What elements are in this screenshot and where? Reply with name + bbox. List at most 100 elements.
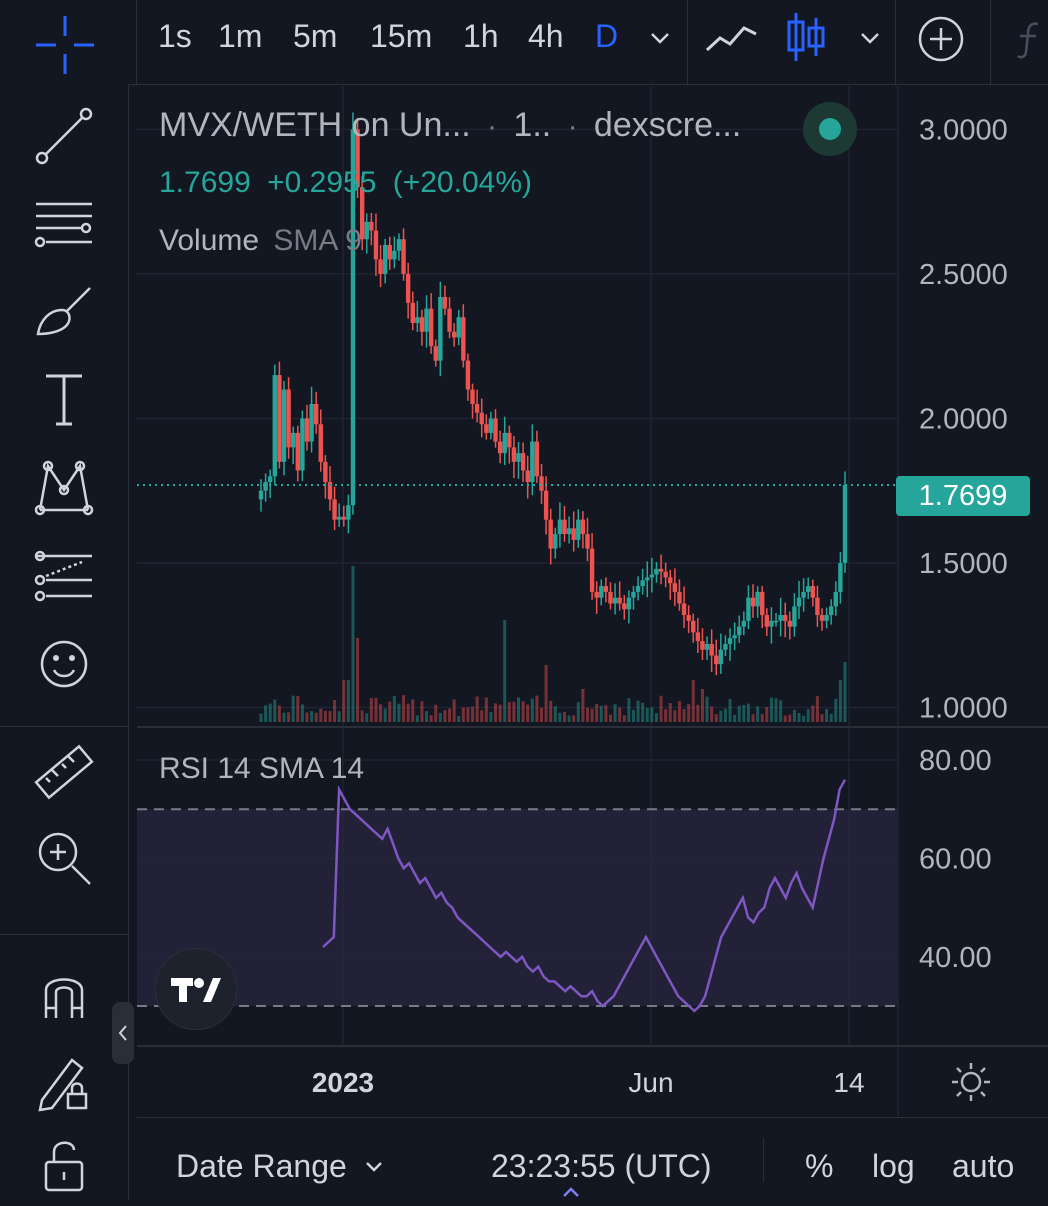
unlock-icon[interactable] (28, 1128, 100, 1200)
trend-line-icon[interactable] (28, 100, 100, 172)
timeframe-4h[interactable]: 4h (528, 18, 564, 54)
volume-bar (480, 710, 484, 722)
time-tick: Jun (628, 1067, 673, 1098)
tradingview-logo[interactable] (155, 948, 237, 1030)
volume-bar (300, 704, 304, 722)
top-toolbar: 1s 1m 5m 15m 1h 4h D (0, 0, 1048, 85)
lock-drawings-icon[interactable] (28, 1046, 100, 1118)
chart-area[interactable]: 3.0000 2.5000 2.0000 1.5000 1.0000 80.00 60.00… (137, 86, 1048, 1116)
volume-bar (765, 706, 769, 722)
volume-bar (811, 705, 815, 722)
utc-clock[interactable]: 23:23:55 (UTC) (491, 1148, 712, 1184)
text-icon[interactable] (28, 364, 100, 436)
volume-bar (305, 712, 309, 722)
timeframe-15m[interactable]: 15m (370, 18, 433, 54)
zoom-in-icon[interactable] (28, 822, 100, 894)
candle-body (497, 441, 503, 454)
add-indicator-icon[interactable] (916, 14, 966, 64)
candle-body (640, 580, 645, 587)
candle-body (277, 375, 282, 462)
magnet-icon[interactable] (28, 956, 100, 1028)
timeframe-d[interactable]: D (595, 18, 619, 54)
volume-bar (397, 703, 401, 722)
chevron-down-icon[interactable] (363, 1156, 385, 1178)
candle-body (387, 245, 392, 260)
candle-body (355, 129, 360, 188)
volume-bar (530, 698, 534, 722)
volume-bar (291, 695, 295, 722)
volume-bar (365, 713, 369, 722)
rsi-legend[interactable]: RSI 14 SMA 14 (159, 752, 364, 786)
candle-body (599, 586, 604, 598)
candle-body (686, 615, 691, 621)
candle-body (300, 418, 305, 471)
volume-bar (461, 707, 465, 722)
volume-bar (282, 712, 286, 722)
candle-body (760, 591, 765, 616)
fib-retracement-icon[interactable] (28, 188, 100, 260)
volume-bar (590, 708, 594, 722)
volume-bar (567, 715, 571, 722)
candle-body (267, 476, 273, 483)
log-toggle[interactable]: log (872, 1148, 915, 1184)
candle-body (336, 516, 342, 520)
pattern-icon[interactable] (28, 452, 100, 524)
date-range-button[interactable]: Date Range (176, 1148, 347, 1184)
volume-bar (526, 704, 530, 722)
volume-bar (677, 701, 681, 722)
settings-gear-icon[interactable] (949, 1060, 993, 1104)
candle-body (258, 490, 264, 500)
interval-label: 1.. (513, 106, 552, 144)
candle-body (654, 568, 659, 575)
volume-bar (521, 701, 525, 722)
chevron-down-icon[interactable] (858, 26, 882, 50)
price-legend: 1.7699 +0.2955 (+20.04%) (159, 166, 532, 200)
volume-bar (659, 695, 663, 722)
symbol-name: MVX/WETH on Un... (159, 106, 471, 144)
volume-bar (558, 712, 562, 722)
candle-body (787, 620, 793, 627)
volume-bar (728, 698, 732, 722)
candles-icon[interactable] (784, 10, 828, 64)
candle-body (516, 453, 521, 462)
volume-bar (654, 713, 658, 722)
volume-bar (475, 696, 479, 722)
timeframe-1m[interactable]: 1m (218, 18, 263, 54)
bottom-bar: Date Range 23:23:55 (UTC) % log auto (137, 1117, 1048, 1201)
line-chart-icon[interactable] (704, 18, 758, 58)
volume-bar (277, 705, 281, 722)
crosshair-icon[interactable] (30, 10, 100, 80)
candle-body (806, 586, 811, 592)
forecast-icon[interactable] (28, 540, 100, 612)
volume-bar (843, 662, 847, 722)
candle-body (677, 591, 682, 604)
brush-icon[interactable] (28, 276, 100, 348)
symbol-legend[interactable]: MVX/WETH on Un... · 1.. · dexscre... (159, 106, 742, 144)
volume-legend[interactable]: Volume SMA 9 (159, 224, 362, 258)
volume-label: Volume (159, 224, 260, 257)
timeframe-1h[interactable]: 1h (463, 18, 499, 54)
candle-body (672, 583, 678, 592)
emoji-icon[interactable] (28, 628, 100, 700)
candle-body (796, 597, 802, 607)
candle-body (323, 461, 328, 483)
timeframe-1s[interactable]: 1s (158, 18, 192, 54)
collapse-panel-button[interactable] (112, 1002, 134, 1064)
function-icon[interactable] (1014, 18, 1048, 62)
auto-toggle[interactable]: auto (952, 1148, 1015, 1184)
volume-bar (471, 706, 475, 722)
candle-body (373, 230, 379, 260)
ruler-icon[interactable] (28, 736, 100, 808)
candle-body (511, 447, 517, 462)
volume-bar (310, 711, 314, 722)
volume-bar (333, 700, 337, 722)
timeframe-5m[interactable]: 5m (293, 18, 338, 54)
volume-bar (342, 680, 346, 722)
volume-bar (746, 703, 750, 722)
percent-toggle[interactable]: % (805, 1148, 834, 1184)
candle-body (263, 482, 268, 491)
chevron-down-icon[interactable] (648, 26, 672, 50)
volume-bar (351, 566, 355, 722)
candle-body (341, 516, 346, 520)
volume-bar (815, 696, 819, 722)
